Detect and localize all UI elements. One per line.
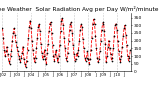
Title: Milwaukee Weather  Solar Radiation Avg per Day W/m²/minute: Milwaukee Weather Solar Radiation Avg pe… (0, 6, 159, 12)
